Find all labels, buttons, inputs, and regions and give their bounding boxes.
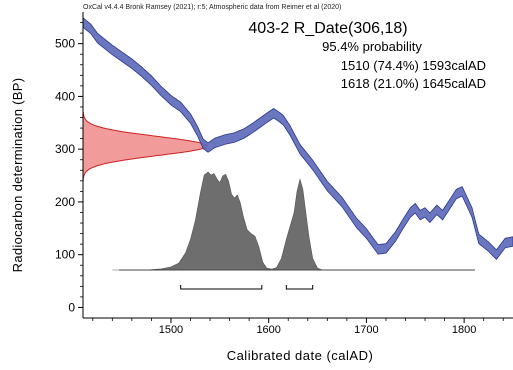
calibration-curve-band bbox=[82, 16, 513, 261]
y-tick-label: 400 bbox=[55, 89, 75, 103]
y-axis-ticks: 0 100 200 300 400 500 bbox=[55, 22, 83, 314]
range-bracket-2 bbox=[285, 285, 314, 290]
calibrated-probability-distribution bbox=[112, 171, 475, 271]
x-tick-label: 1700 bbox=[354, 324, 378, 336]
x-tick-label: 1600 bbox=[256, 324, 280, 336]
x-tick-label: 1800 bbox=[452, 324, 476, 336]
y-tick-label: 100 bbox=[55, 248, 75, 262]
y-tick-label: 500 bbox=[55, 37, 75, 51]
chart-title: 403-2 R_Date(306,18) bbox=[248, 20, 407, 37]
probability-range-brackets bbox=[180, 285, 314, 290]
y-tick-label: 300 bbox=[55, 142, 75, 156]
range-2-text: 1618 (21.0%) 1645calAD bbox=[341, 76, 486, 91]
y-axis-label: Radiocarbon determination (BP) bbox=[10, 78, 25, 273]
plot-area bbox=[82, 16, 513, 271]
range-bracket-1 bbox=[180, 285, 263, 290]
oxcal-header: OxCal v4.4.4 Bronk Ramsey (2021); r:5; A… bbox=[83, 4, 341, 11]
range-1-text: 1510 (74.4%) 1593calAD bbox=[341, 58, 486, 73]
y-tick-label: 200 bbox=[55, 195, 75, 209]
y-tick-label: 0 bbox=[68, 300, 75, 314]
x-axis-ticks: 1500 1600 1700 1800 bbox=[92, 318, 504, 336]
x-tick-label: 1500 bbox=[159, 324, 183, 336]
probability-label: 95.4% probability bbox=[322, 39, 422, 54]
radiocarbon-likelihood-distribution bbox=[82, 110, 208, 181]
x-axis-label: Calibrated date (calAD) bbox=[227, 348, 374, 363]
